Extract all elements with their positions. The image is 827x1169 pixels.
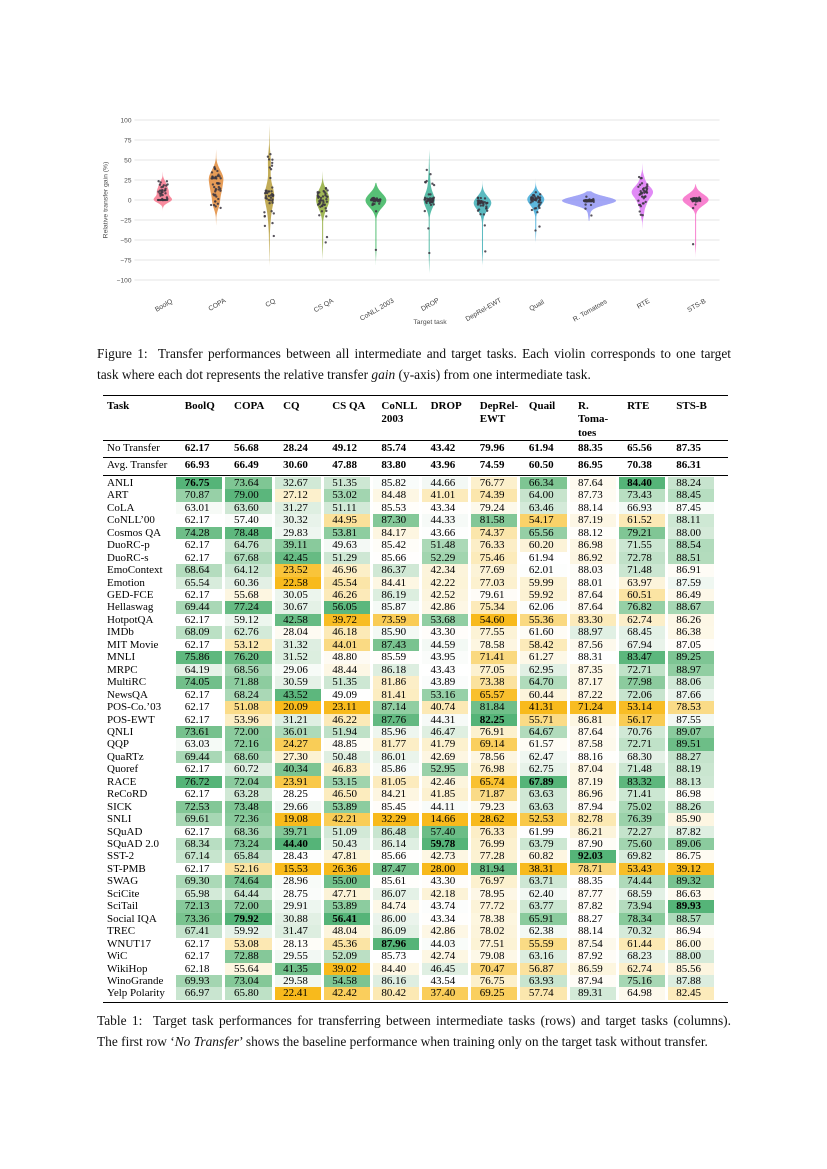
svg-text:−50: −50 [120, 237, 132, 244]
svg-text:BoolQ: BoolQ [154, 298, 174, 314]
svg-text:Relative transfer gain (%): Relative transfer gain (%) [103, 162, 110, 239]
svg-text:Quail: Quail [528, 299, 546, 313]
svg-text:75: 75 [124, 137, 132, 144]
svg-text:−25: −25 [120, 217, 132, 224]
svg-text:RTE: RTE [636, 298, 652, 311]
svg-text:−100: −100 [117, 277, 132, 284]
svg-text:0: 0 [128, 197, 132, 204]
svg-text:100: 100 [120, 117, 131, 124]
svg-text:STS-B: STS-B [686, 298, 707, 314]
svg-text:DROP: DROP [420, 297, 441, 313]
svg-text:−75: −75 [120, 257, 132, 264]
svg-text:CoNLL 2003: CoNLL 2003 [359, 297, 396, 322]
svg-text:DepRel-EWT: DepRel-EWT [465, 297, 503, 323]
svg-text:50: 50 [124, 157, 132, 164]
svg-text:Target task: Target task [413, 319, 447, 326]
svg-text:COPA: COPA [207, 297, 227, 313]
svg-text:25: 25 [124, 177, 132, 184]
svg-text:CQ: CQ [264, 298, 276, 309]
svg-text:CS QA: CS QA [313, 297, 335, 314]
svg-text:R. Tomatoes: R. Tomatoes [572, 298, 609, 323]
